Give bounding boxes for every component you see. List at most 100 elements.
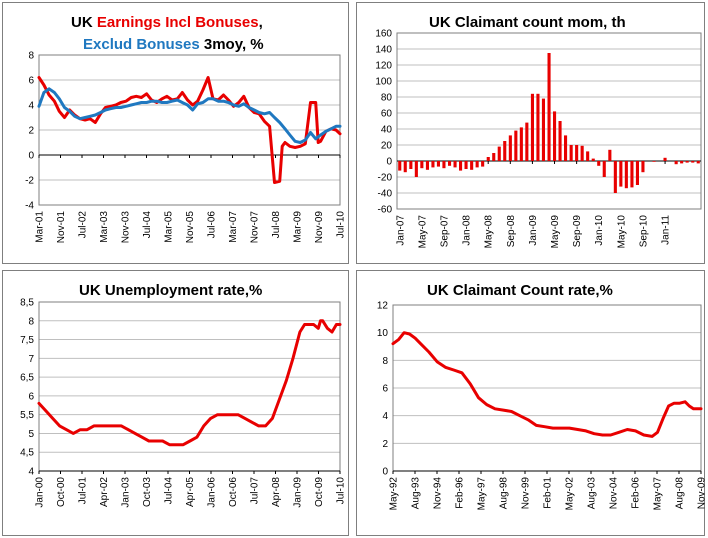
earnings-x-tick-label: Mar-09 [293, 211, 304, 243]
claimant-rate-y-tick-label: 12 [377, 301, 389, 312]
earnings-x-tick-label: Nov-05 [185, 211, 196, 244]
claimant-mom-y-tick-label: 0 [386, 157, 392, 168]
unemployment-y-tick-label: 7 [28, 354, 34, 365]
claimant-rate-y-tick-label: 2 [382, 439, 388, 450]
claimant-mom-bar [486, 157, 490, 161]
claimant-mom-chart: UK Claimant count mom, th -60 -40 -20 0 20 40… [375, 14, 702, 249]
earnings-x-tick-label: Mar-01 [35, 211, 46, 243]
claimant-mom-bar [569, 145, 573, 161]
earnings-title-line1: UK Earnings Incl Bonuses, [71, 14, 263, 31]
claimant-mom-bar [470, 161, 474, 170]
claimant-mom-y-tick-label: 80 [381, 93, 393, 104]
claimant-mom-bar [575, 145, 579, 161]
earnings-y-tick-label: 6 [28, 76, 34, 87]
claimant-rate-y-tick-label: 8 [382, 356, 388, 367]
claimant-mom-bar [580, 145, 584, 161]
claimant-mom-bar [453, 161, 457, 168]
unemployment-x-tick-label: Jul-07 [250, 477, 261, 505]
unemployment-x-tick-label: Apr-02 [99, 477, 110, 507]
claimant-mom-bar [608, 149, 612, 161]
unemployment-y-tick-label: 8,5 [20, 298, 34, 309]
claimant-mom-y-tick-label: -60 [378, 205, 393, 216]
claimant-mom-bar [425, 161, 429, 170]
claimant-mom-bar [414, 161, 418, 177]
claimant-mom-plot-area [396, 32, 702, 210]
unemployment-chart-panel: UK Unemployment rate,% 4 4,5 5 5,5 6 6,5 7 7,5 8… [2, 270, 349, 536]
claimant-rate-x-tick-label: Nov-09 [697, 477, 707, 510]
unemployment-x-tick-label: Jul-01 [78, 477, 89, 505]
claimant-mom-x-tick-label: Jan-11 [661, 215, 672, 245]
unemployment-chart: UK Unemployment rate,% 4 4,5 5 5,5 6 6,5 7 7,5 8… [20, 282, 346, 508]
unemployment-y-tick-label: 6 [28, 391, 34, 402]
claimant-mom-bar [641, 161, 645, 173]
earnings-title-line2: Exclud Bonuses 3moy, % [83, 36, 264, 53]
claimant-mom-bar [492, 153, 496, 161]
claimant-rate-x-tick-label: Nov-04 [609, 477, 620, 510]
claimant-rate-x-tick-label: Aug-03 [587, 477, 598, 510]
claimant-mom-bar [685, 161, 689, 163]
claimant-mom-bar [663, 157, 667, 161]
claimant-mom-bar [436, 161, 440, 167]
earnings-title-suffix: 3moy, % [200, 36, 264, 53]
claimant-rate-x-tick-label: May-97 [477, 477, 488, 511]
unemployment-y-tick-label: 4,5 [20, 448, 34, 459]
earnings-x-tick-label: Jul-08 [271, 211, 282, 239]
claimant-mom-x-tick-label: May-08 [484, 215, 495, 249]
earnings-x-tick-label: Nov-03 [121, 211, 132, 244]
claimant-mom-bar [475, 161, 479, 168]
earnings-title-incl: Earnings Incl Bonuses [97, 14, 259, 31]
claimant-mom-bar [459, 161, 463, 171]
claimant-mom-y-tick-label: -20 [378, 173, 393, 184]
claimant-mom-bar [630, 161, 634, 188]
unemployment-x-tick-label: Oct-00 [56, 477, 67, 507]
earnings-x-tick-label: Mar-05 [164, 211, 175, 243]
unemployment-y-tick-label: 8 [28, 316, 34, 327]
claimant-rate-x-tick-label: Nov-94 [433, 477, 444, 510]
earnings-x-tick-label: Mar-07 [228, 211, 239, 243]
claimant-mom-bar [674, 161, 678, 165]
claimant-mom-bar [403, 161, 407, 173]
earnings-x-tick-label: Nov-07 [250, 211, 261, 244]
claimant-mom-bar [442, 161, 446, 169]
claimant-mom-bar [503, 141, 507, 161]
earnings-series-line-blue [37, 87, 342, 144]
claimant-mom-x-tick-label: Sep-09 [572, 215, 583, 248]
unemployment-y-tick-label: 5 [28, 429, 34, 440]
claimant-mom-bar [541, 98, 545, 161]
unemployment-x-tick-label: Oct-06 [228, 477, 239, 507]
claimant-rate-series-line-red [391, 331, 703, 438]
claimant-mom-bar [409, 161, 413, 169]
earnings-x-tick-label: Jul-02 [78, 211, 89, 239]
unemployment-x-tick-label: Jul-04 [164, 477, 175, 505]
earnings-title-comma: , [259, 14, 263, 31]
claimant-mom-x-tick-label: Jan-07 [395, 215, 406, 246]
unemployment-x-tick-label: Apr-08 [271, 477, 282, 507]
claimant-mom-bar [519, 127, 523, 161]
claimant-mom-bar [547, 53, 551, 161]
earnings-y-tick-label: 4 [28, 101, 34, 112]
claimant-rate-x-tick-label: May-07 [653, 477, 664, 511]
claimant-rate-x-tick-label: Nov-99 [521, 477, 532, 510]
claimant-mom-bar [597, 161, 601, 166]
claimant-rate-chart-panel: UK Claimant Count rate,% 0 2 4 6 8 10 12 May-92… [356, 270, 707, 536]
earnings-title-prefix: UK [71, 14, 97, 31]
claimant-mom-bar [536, 93, 540, 161]
claimant-mom-x-tick-label: May-10 [616, 215, 627, 249]
claimant-mom-y-tick-label: 140 [375, 45, 392, 56]
claimant-mom-bar [586, 151, 590, 161]
unemployment-x-tick-label: Jan-00 [35, 477, 46, 508]
claimant-rate-chart: UK Claimant Count rate,% 0 2 4 6 8 10 12 May-92… [377, 282, 707, 511]
earnings-y-tick-label: -2 [25, 176, 34, 187]
claimant-mom-bar [420, 161, 424, 169]
unemployment-plot-area [38, 301, 341, 472]
claimant-mom-y-tick-label: 120 [375, 61, 392, 72]
unemployment-y-tick-label: 7,5 [20, 335, 34, 346]
claimant-mom-x-tick-label: Jan-08 [462, 215, 473, 246]
claimant-mom-bar [602, 161, 606, 177]
claimant-rate-title: UK Claimant Count rate,% [427, 282, 613, 299]
claimant-mom-x-tick-label: Jan-09 [528, 215, 539, 246]
claimant-rate-x-tick-label: Feb-01 [543, 477, 554, 509]
claimant-mom-x-tick-label: Sep-10 [638, 215, 649, 248]
earnings-y-tick-label: 2 [28, 126, 34, 137]
claimant-mom-bar [398, 161, 402, 171]
